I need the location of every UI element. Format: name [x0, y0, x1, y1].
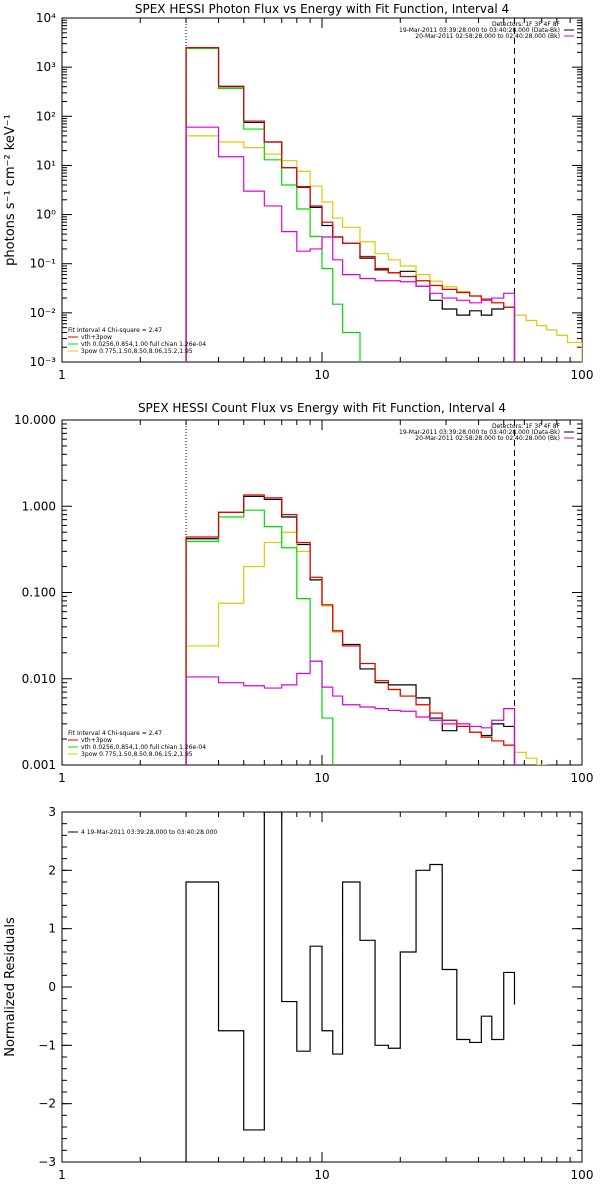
x-tick-label: 1: [58, 771, 66, 785]
x-tick-label: 100: [571, 1168, 594, 1182]
legend-left-entry: 4 19-Mar-2011 03:39:28.000 to 03:40:28.0…: [81, 829, 217, 836]
series-data: [185, 812, 516, 1162]
legend-left-entry: vth+3pow: [81, 737, 112, 744]
chart-panel-3: Normalized Residuals 1 10 100 −3 −2 −1 0 1 2 3 4 19…: [3, 805, 593, 1182]
y-tick-label: 10⁻²: [30, 306, 57, 320]
y-tick-label: −1: [38, 1038, 56, 1052]
legend-right-entry: 20-Mar-2011 02:58:28.000 to 02:40:28.000…: [415, 435, 560, 442]
legend-right-entry: Detectors: 1F 3F 4F 8F: [492, 423, 561, 430]
legend-left-entry: vth+3pow: [81, 334, 112, 341]
x-tick-label: 100: [571, 771, 594, 785]
legend-left-entry: vth 0.0256,0.854,1.00 full chian 1.26e-0…: [81, 341, 206, 348]
y-tick-label: 10⁴: [36, 11, 56, 25]
legend-left-entry: Fit Interval 4 Chi-square = 2.47: [68, 327, 162, 334]
y-tick-label: 10⁻¹: [30, 257, 57, 271]
series-total: [185, 46, 516, 362]
chart-title: SPEX HESSI Count Flux vs Energy with Fit…: [138, 401, 506, 415]
series-total: [185, 494, 516, 765]
legend-left-entry: 3pow 0.775,1.50,8.50,8.06,15.2,1.95: [81, 751, 193, 758]
y-tick-label: 0: [48, 980, 56, 994]
legend-right-entry: 19-Mar-2011 03:39:28.000 to 03:40:28.000…: [399, 429, 560, 436]
legend-right-entry: Detectors: 1F 3F 4F 8F: [492, 21, 561, 28]
y-tick-label: 2: [48, 863, 56, 877]
x-tick-label: 10: [314, 1168, 329, 1182]
y-axis-label: Normalized Residuals: [3, 917, 18, 1057]
legend-left-entry: Fit Interval 4 Chi-square = 2.47: [68, 730, 162, 737]
legend-left-entry: vth 0.0256,0.854,1.00 full chian 1.26e-0…: [81, 744, 206, 751]
y-tick-label: 10⁻³: [30, 355, 57, 369]
y-tick-label: 10.000: [14, 413, 56, 427]
y-tick-label: 10²: [36, 109, 56, 123]
y-tick-label: −3: [38, 1155, 56, 1169]
series-background: [185, 126, 516, 362]
x-tick-label: 1: [58, 368, 66, 382]
chart-title: SPEX HESSI Photon Flux vs Energy with Fi…: [135, 2, 509, 16]
x-tick-label: 1: [58, 1168, 66, 1182]
y-tick-label: 3: [48, 805, 56, 819]
y-tick-label: 1.000: [22, 499, 56, 513]
series-background: [185, 660, 516, 765]
y-tick-label: 10³: [36, 60, 56, 74]
y-tick-label: 0.100: [22, 586, 56, 600]
y-tick-label: −2: [38, 1097, 56, 1111]
series-thermal: [185, 509, 334, 765]
y-tick-label: 0.001: [22, 758, 56, 772]
legend-left-entry: 3pow 0.775,1.50,8.50,8.06,15.2,1.95: [81, 348, 193, 355]
y-tick-label: 10⁰: [36, 208, 56, 222]
legend-right-entry: 20-Mar-2011 02:58:28.000 to 02:40:28.000…: [415, 33, 560, 40]
legend-right-entry: 19-Mar-2011 03:39:28.000 to 03:40:28.000…: [399, 27, 560, 34]
y-tick-label: 1: [48, 922, 56, 936]
series-powerlaw: [185, 135, 582, 362]
chart-panel-1: SPEX HESSI Photon Flux vs Energy with Fi…: [3, 2, 593, 382]
x-tick-label: 10: [314, 368, 329, 382]
series-thermal: [185, 47, 361, 362]
y-axis-label: photons s⁻¹ cm⁻² keV⁻¹: [3, 114, 18, 266]
x-tick-label: 100: [571, 368, 594, 382]
chart-panel-2: SPEX HESSI Count Flux vs Energy with Fit…: [14, 401, 593, 785]
series-data: [185, 46, 516, 362]
x-tick-label: 10: [314, 771, 329, 785]
y-tick-label: 0.010: [22, 672, 56, 686]
y-tick-label: 10¹: [36, 158, 56, 172]
